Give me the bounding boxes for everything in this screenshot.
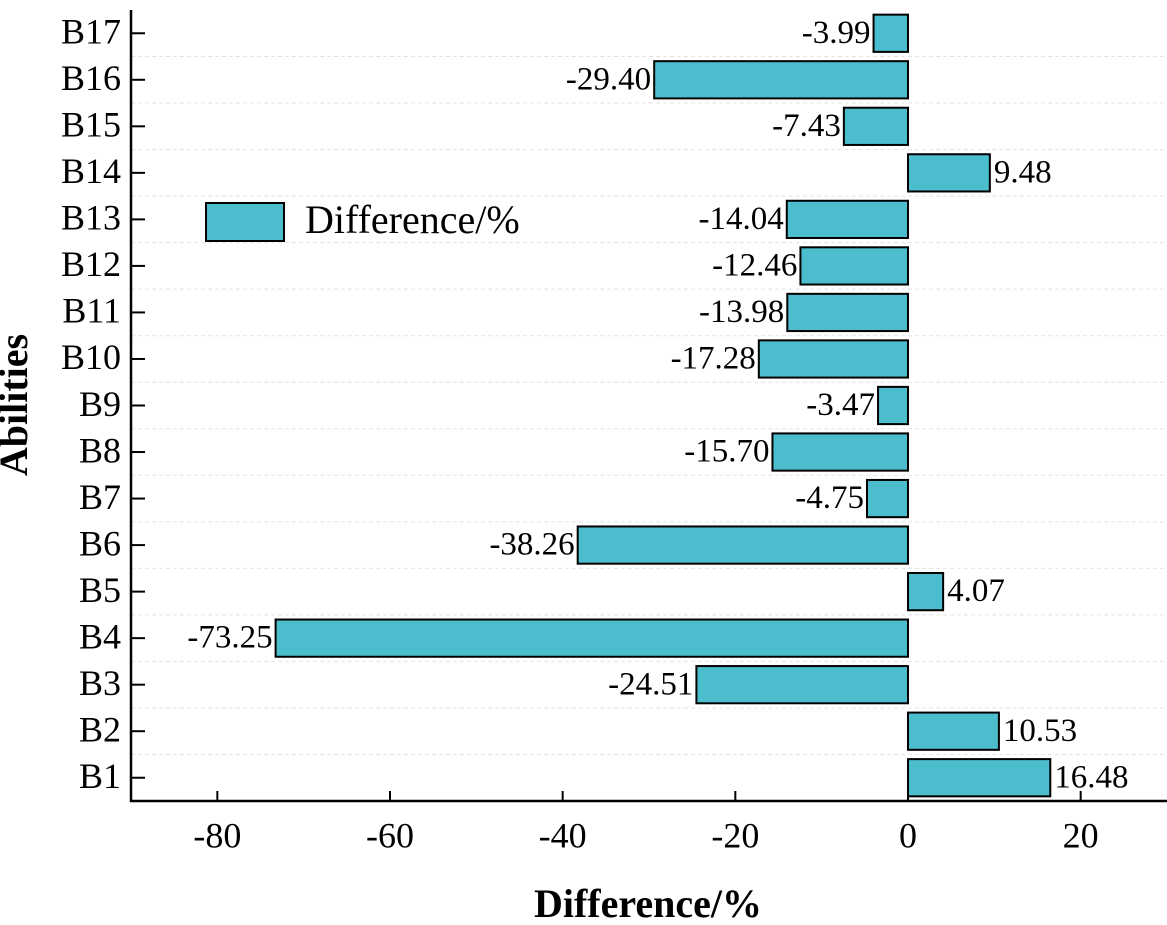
bar bbox=[695, 665, 909, 705]
value-label: -3.47 bbox=[806, 387, 875, 423]
y-tick-label: B15 bbox=[61, 105, 121, 145]
y-tick-label: B5 bbox=[79, 570, 121, 610]
x-tick-label: 0 bbox=[899, 815, 917, 855]
y-tick-label: B17 bbox=[61, 12, 121, 52]
bar bbox=[872, 13, 909, 53]
y-tick-label: B12 bbox=[61, 244, 121, 284]
bar bbox=[771, 432, 909, 472]
bar bbox=[785, 199, 910, 239]
value-label: -24.51 bbox=[608, 666, 693, 702]
value-label: 4.07 bbox=[947, 573, 1005, 609]
y-tick-label: B14 bbox=[61, 151, 121, 191]
y-tick-label: B4 bbox=[79, 616, 121, 656]
y-tick-label: B3 bbox=[79, 663, 121, 703]
y-tick-label: B7 bbox=[79, 477, 121, 517]
value-label: -17.28 bbox=[671, 341, 756, 377]
value-label: -73.25 bbox=[187, 620, 272, 656]
bar bbox=[907, 758, 1052, 798]
legend-swatch bbox=[205, 202, 285, 242]
legend-label: Difference/% bbox=[305, 197, 520, 242]
x-tick-label: -20 bbox=[711, 815, 759, 855]
bar bbox=[576, 525, 909, 565]
y-tick-label: B2 bbox=[79, 709, 121, 749]
value-label: 9.48 bbox=[994, 154, 1052, 190]
value-label: -38.26 bbox=[489, 527, 574, 563]
value-label: -7.43 bbox=[772, 108, 841, 144]
bar bbox=[877, 385, 910, 426]
value-label: -3.99 bbox=[802, 15, 871, 51]
bar bbox=[907, 572, 945, 612]
y-tick-label: B11 bbox=[62, 291, 121, 331]
value-label: -29.40 bbox=[566, 61, 651, 97]
bar bbox=[653, 60, 909, 100]
value-label: -4.75 bbox=[795, 480, 864, 516]
bar bbox=[786, 292, 910, 333]
y-tick-label: B9 bbox=[79, 384, 121, 424]
x-tick-label: -40 bbox=[539, 815, 587, 855]
bar bbox=[865, 478, 909, 519]
x-axis-title: Difference/% bbox=[534, 881, 762, 925]
y-tick-label: B13 bbox=[61, 198, 121, 238]
bar bbox=[907, 153, 991, 193]
bar bbox=[757, 339, 909, 379]
bar bbox=[907, 711, 1000, 751]
value-label: -15.70 bbox=[684, 434, 769, 470]
y-tick-label: B16 bbox=[61, 58, 121, 98]
y-tick-label: B6 bbox=[79, 523, 121, 563]
x-tick-label: 20 bbox=[1063, 815, 1099, 855]
value-label: -14.04 bbox=[699, 201, 784, 237]
y-tick-label: B10 bbox=[61, 337, 121, 377]
value-label: -12.46 bbox=[712, 247, 797, 283]
bar bbox=[274, 618, 909, 658]
value-label: 16.48 bbox=[1054, 759, 1128, 795]
x-tick-label: -80 bbox=[193, 815, 241, 855]
bar bbox=[842, 106, 909, 146]
value-label: -13.98 bbox=[699, 294, 784, 330]
value-label: 10.53 bbox=[1003, 713, 1077, 749]
y-tick-label: B8 bbox=[79, 430, 121, 470]
y-axis-title: Abilities bbox=[0, 334, 36, 476]
bar bbox=[799, 246, 909, 286]
x-tick-label: -60 bbox=[366, 815, 414, 855]
y-tick-label: B1 bbox=[79, 756, 121, 796]
